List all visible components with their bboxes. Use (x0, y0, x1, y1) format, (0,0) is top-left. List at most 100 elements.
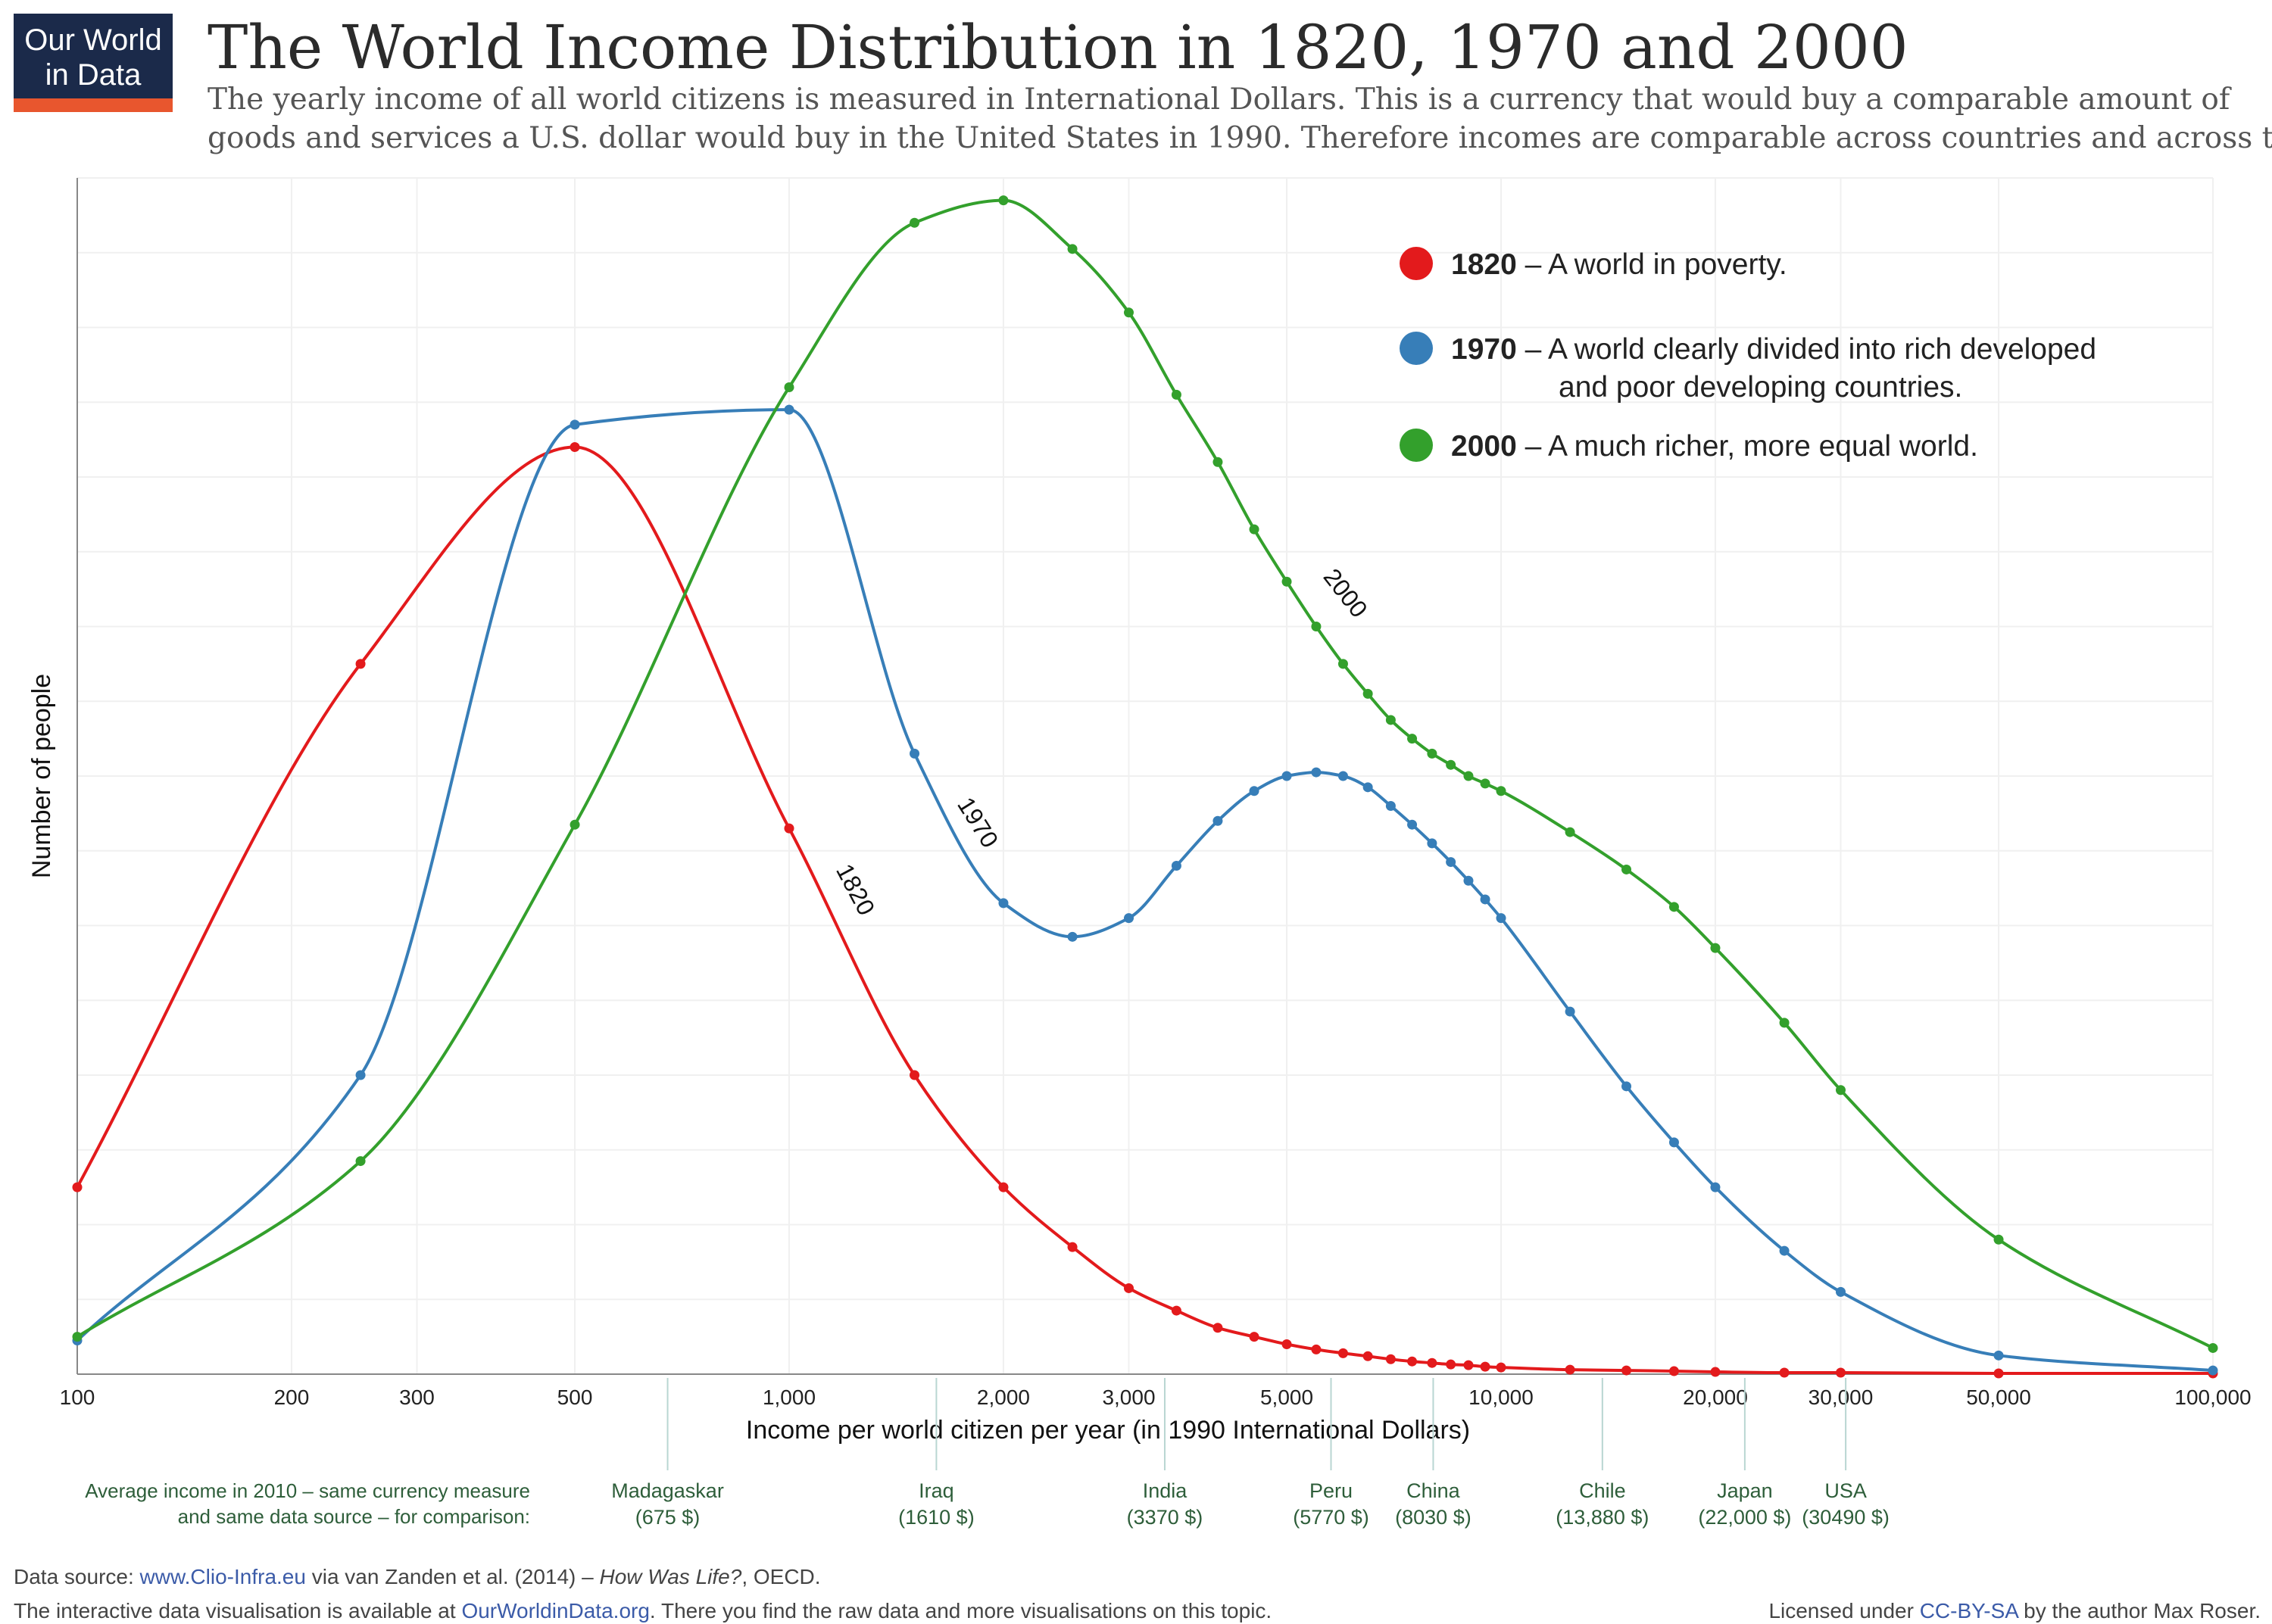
data-point-2000 (910, 217, 920, 228)
curve-label-1820: 1820 (831, 859, 880, 920)
data-point-1820 (1385, 1354, 1396, 1364)
legend-entry-2000: 2000 – A much richer, more equal world. (1451, 430, 1978, 463)
data-point-1820 (1123, 1283, 1134, 1293)
data-point-1820 (1067, 1242, 1078, 1252)
data-point-2000 (1407, 734, 1418, 744)
data-point-2000 (1565, 827, 1575, 837)
data-point-1820 (72, 1182, 83, 1192)
data-point-1820 (1621, 1365, 1632, 1376)
data-point-1820 (1710, 1367, 1721, 1377)
footer-license: Licensed under CC-BY-SA by the author Ma… (1768, 1599, 2261, 1622)
data-point-2000 (1249, 524, 1259, 535)
country-name-label: Japan (1717, 1479, 1773, 1502)
country-income-label: (8030 $) (1395, 1506, 1471, 1529)
data-point-1970 (1385, 801, 1396, 811)
comparison-note-line1: Average income in 2010 – same currency m… (85, 1479, 530, 1502)
data-point-2000 (1362, 688, 1373, 699)
data-point-1970 (1407, 819, 1418, 830)
country-income-label: (1610 $) (898, 1506, 975, 1529)
data-point-2000 (1779, 1018, 1790, 1028)
country-income-label: (5770 $) (1293, 1506, 1369, 1529)
grid (77, 177, 2214, 1374)
data-point-2000 (1993, 1234, 2004, 1245)
data-point-1970 (1446, 857, 1456, 868)
data-point-1820 (1565, 1364, 1575, 1375)
data-point-2000 (1835, 1085, 1846, 1096)
data-point-2000 (1446, 759, 1456, 770)
country-income-label: (675 $) (635, 1506, 701, 1529)
data-point-1970 (1463, 875, 1474, 886)
x-tick-label: 30,000 (1809, 1386, 1874, 1409)
data-point-1970 (355, 1070, 366, 1080)
data-point-2000 (1463, 771, 1474, 781)
data-point-1820 (910, 1070, 920, 1080)
data-point-1820 (1668, 1366, 1679, 1376)
data-point-1970 (1835, 1286, 1846, 1297)
data-point-1820 (1362, 1351, 1373, 1361)
footer-source: Data source: www.Clio-Infra.eu via van Z… (14, 1565, 821, 1588)
legend-entry-1970: 1970 – A world clearly divided into rich… (1451, 333, 2096, 366)
data-point-2000 (570, 819, 580, 830)
data-point-1820 (1281, 1339, 1292, 1349)
data-point-1820 (1779, 1367, 1790, 1378)
data-point-1820 (1311, 1344, 1322, 1354)
logo-background (14, 14, 173, 98)
data-point-1970 (1362, 782, 1373, 793)
x-tick-label: 2,000 (977, 1386, 1030, 1409)
data-point-1970 (1993, 1350, 2004, 1361)
data-point-2000 (1668, 902, 1679, 912)
country-name-label: Peru (1309, 1479, 1353, 1502)
x-tick-labels: 100 200 300 500 1,000 2,000 3,000 5,000 10,000 20… (60, 1386, 2252, 1409)
legend: 1820 – A world in poverty. 1970 – A worl… (1400, 247, 2096, 463)
country-income-label: (30490 $) (1802, 1506, 1890, 1529)
legend-swatch-2000 (1400, 429, 1433, 462)
logo-line2: in Data (45, 58, 142, 92)
series-line-1970 (76, 408, 2214, 1373)
license-link[interactable]: CC-BY-SA (1920, 1599, 2020, 1622)
curve-label-2000: 2000 (1319, 563, 1373, 622)
country-name-label: India (1143, 1479, 1188, 1502)
data-point-1970 (1171, 861, 1181, 871)
country-name-label: China (1406, 1479, 1461, 1502)
data-point-1820 (1337, 1348, 1348, 1358)
data-point-1820 (1446, 1359, 1456, 1370)
legend-item-1820: 1820 – A world in poverty. (1400, 247, 1787, 281)
data-point-1970 (1496, 913, 1506, 924)
owid-site-link[interactable]: OurWorldinData.org (461, 1599, 649, 1622)
data-point-1820 (1993, 1368, 2004, 1379)
country-income-label: (22,000 $) (1698, 1506, 1791, 1529)
series (72, 195, 2218, 1379)
series-line-1820 (76, 445, 2213, 1376)
country-comparison-markers: Madagaskar (675 $) Iraq (1610 $) India (3370 … (611, 1378, 1890, 1529)
data-point-2000 (355, 1156, 366, 1167)
y-axis-label: Number of people (27, 674, 56, 878)
data-point-2000 (1311, 622, 1322, 631)
data-point-1970 (1427, 838, 1437, 849)
legend-entry-1820: 1820 – A world in poverty. (1451, 248, 1787, 281)
country-name-label: Chile (1579, 1479, 1626, 1502)
data-point-2000 (784, 382, 794, 392)
clio-infra-link[interactable]: www.Clio-Infra.eu (139, 1565, 306, 1588)
data-point-1970 (570, 419, 580, 430)
data-point-2000 (1710, 943, 1721, 953)
legend-swatch-1820 (1400, 247, 1433, 280)
x-tick-label: 200 (274, 1386, 310, 1409)
country-income-label: (3370 $) (1127, 1506, 1203, 1529)
data-point-1970 (1565, 1006, 1575, 1017)
data-point-2000 (1171, 389, 1181, 400)
country-name-label: Madagaskar (611, 1479, 724, 1502)
data-point-1970 (1067, 931, 1078, 942)
x-tick-label: 3,000 (1102, 1386, 1155, 1409)
owid-logo[interactable]: Our World in Data (14, 14, 173, 112)
x-tick-label: 20,000 (1683, 1386, 1748, 1409)
chart-subtitle-line1: The yearly income of all world citizens … (208, 83, 2232, 117)
data-point-1970 (2208, 1365, 2218, 1376)
x-tick-label: 1,000 (763, 1386, 816, 1409)
legend-swatch-1970 (1400, 332, 1433, 365)
data-point-1820 (1249, 1332, 1259, 1342)
country-name-label: USA (1824, 1479, 1867, 1502)
data-point-1820 (570, 442, 580, 452)
data-point-2000 (1427, 748, 1437, 759)
data-point-1820 (784, 823, 794, 834)
x-axis-label: Income per world citizen per year (in 19… (746, 1416, 1470, 1445)
